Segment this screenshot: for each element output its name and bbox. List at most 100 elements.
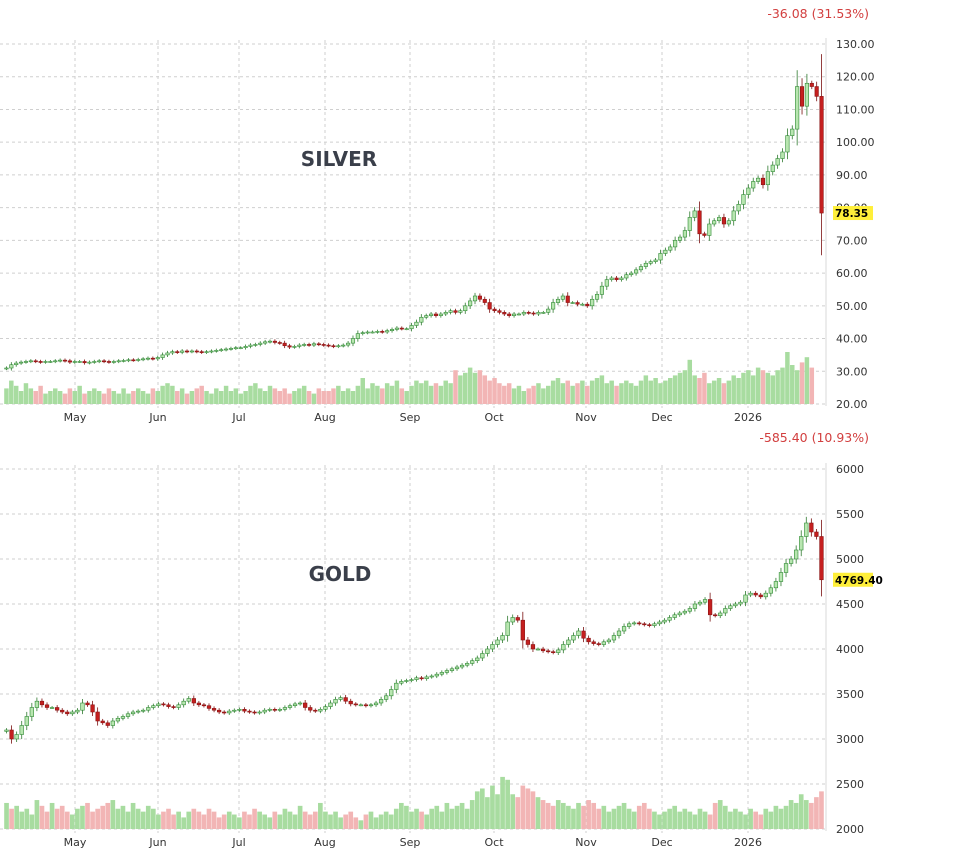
candle-body (80, 702, 85, 711)
y-tick-label: 3000 (836, 733, 864, 746)
volume-bar (161, 811, 166, 829)
volume-bar (121, 388, 126, 404)
volume-bar (647, 808, 652, 829)
volume-bar (505, 779, 510, 829)
candle-body (336, 345, 341, 348)
candle-body (616, 630, 622, 636)
volume-bar (140, 811, 146, 829)
candle-body (746, 187, 751, 195)
volume-bar (350, 391, 356, 404)
candle-body (161, 703, 166, 706)
volume-bar (326, 391, 331, 404)
volume-bar (712, 802, 718, 829)
candle-body (510, 617, 515, 623)
volume-bar (555, 800, 561, 829)
volume-bar (331, 388, 336, 404)
volume-bar (336, 385, 341, 404)
candle-body (353, 703, 358, 706)
volume-bar (53, 388, 58, 404)
volume-bar (223, 385, 229, 404)
candle-body (662, 619, 667, 623)
candle-body (753, 592, 758, 596)
last-price-tag (833, 206, 873, 221)
volume-bar (717, 800, 723, 829)
volume-bar (135, 388, 141, 404)
candle-body (765, 171, 770, 186)
candle-body (580, 303, 585, 306)
volume-bar (711, 380, 717, 404)
volume-bar (328, 814, 333, 829)
volume-bar (333, 811, 338, 829)
last-price-label: 78.35 (835, 208, 868, 220)
volume-bar (765, 372, 771, 404)
volume-bar (624, 380, 629, 404)
candle-body (136, 710, 141, 713)
volume-bar (638, 380, 644, 404)
volume-bar (404, 391, 409, 404)
volume-bar (531, 385, 536, 404)
candle-body (333, 699, 338, 704)
y-tick-label: 5000 (836, 553, 864, 566)
volume-bar (591, 802, 597, 829)
candle-body (591, 641, 596, 644)
candle-body (463, 305, 468, 312)
y-tick-label: 5500 (836, 508, 864, 521)
volume-bar (388, 814, 394, 829)
candle-body (175, 351, 180, 353)
candle-body (541, 312, 546, 314)
volume-bar (85, 802, 90, 829)
volume-bar (510, 794, 516, 829)
candle-body (380, 331, 385, 333)
y-tick-label: 20.00 (836, 398, 868, 411)
candle-body (667, 617, 672, 621)
candle-body (232, 709, 237, 712)
volume-bar (323, 811, 328, 829)
volume-bar (191, 808, 197, 829)
candle-body (233, 347, 238, 350)
candle-body (166, 704, 171, 707)
volume-bar (75, 808, 80, 829)
candle-body (338, 697, 343, 700)
volume-bar (520, 785, 526, 829)
volume-bar (434, 805, 440, 829)
candle-body (721, 217, 726, 225)
candle-body (33, 360, 38, 363)
candle-body (228, 348, 234, 350)
candle-body (673, 240, 678, 248)
volume-bar (414, 808, 419, 829)
candle-body (211, 708, 217, 711)
volume-bar (469, 800, 475, 829)
volume-bar (746, 370, 751, 404)
volume-bar (619, 383, 624, 404)
candle-body (594, 294, 600, 300)
volume-bar (763, 808, 769, 829)
volume-bar (393, 808, 399, 829)
volume-bar (672, 805, 678, 829)
candle-body (272, 340, 277, 343)
candle-body (48, 361, 53, 363)
candle-body (599, 285, 604, 295)
volume-bar (189, 391, 195, 404)
volume-bar (419, 383, 424, 404)
candle-body (272, 708, 277, 711)
volume-bar (428, 385, 434, 404)
candle-body (282, 707, 288, 710)
candle-body (341, 344, 346, 347)
volume-bar (490, 785, 495, 829)
candle-body (253, 344, 258, 346)
volume-bar (321, 391, 326, 404)
candle-body (485, 648, 490, 654)
volume-bar (92, 388, 97, 404)
volume-bar (750, 375, 756, 404)
candle-body (219, 349, 224, 351)
volume-bar (536, 383, 541, 404)
volume-bar (581, 805, 586, 829)
volume-bar (819, 791, 824, 829)
candle-body (449, 668, 455, 671)
candle-body (697, 210, 702, 235)
y-tick-label: 30.00 (836, 365, 868, 378)
candle-body (358, 704, 363, 707)
candle-body (277, 708, 282, 711)
volume-bar (150, 388, 156, 404)
candle-body (55, 707, 60, 711)
